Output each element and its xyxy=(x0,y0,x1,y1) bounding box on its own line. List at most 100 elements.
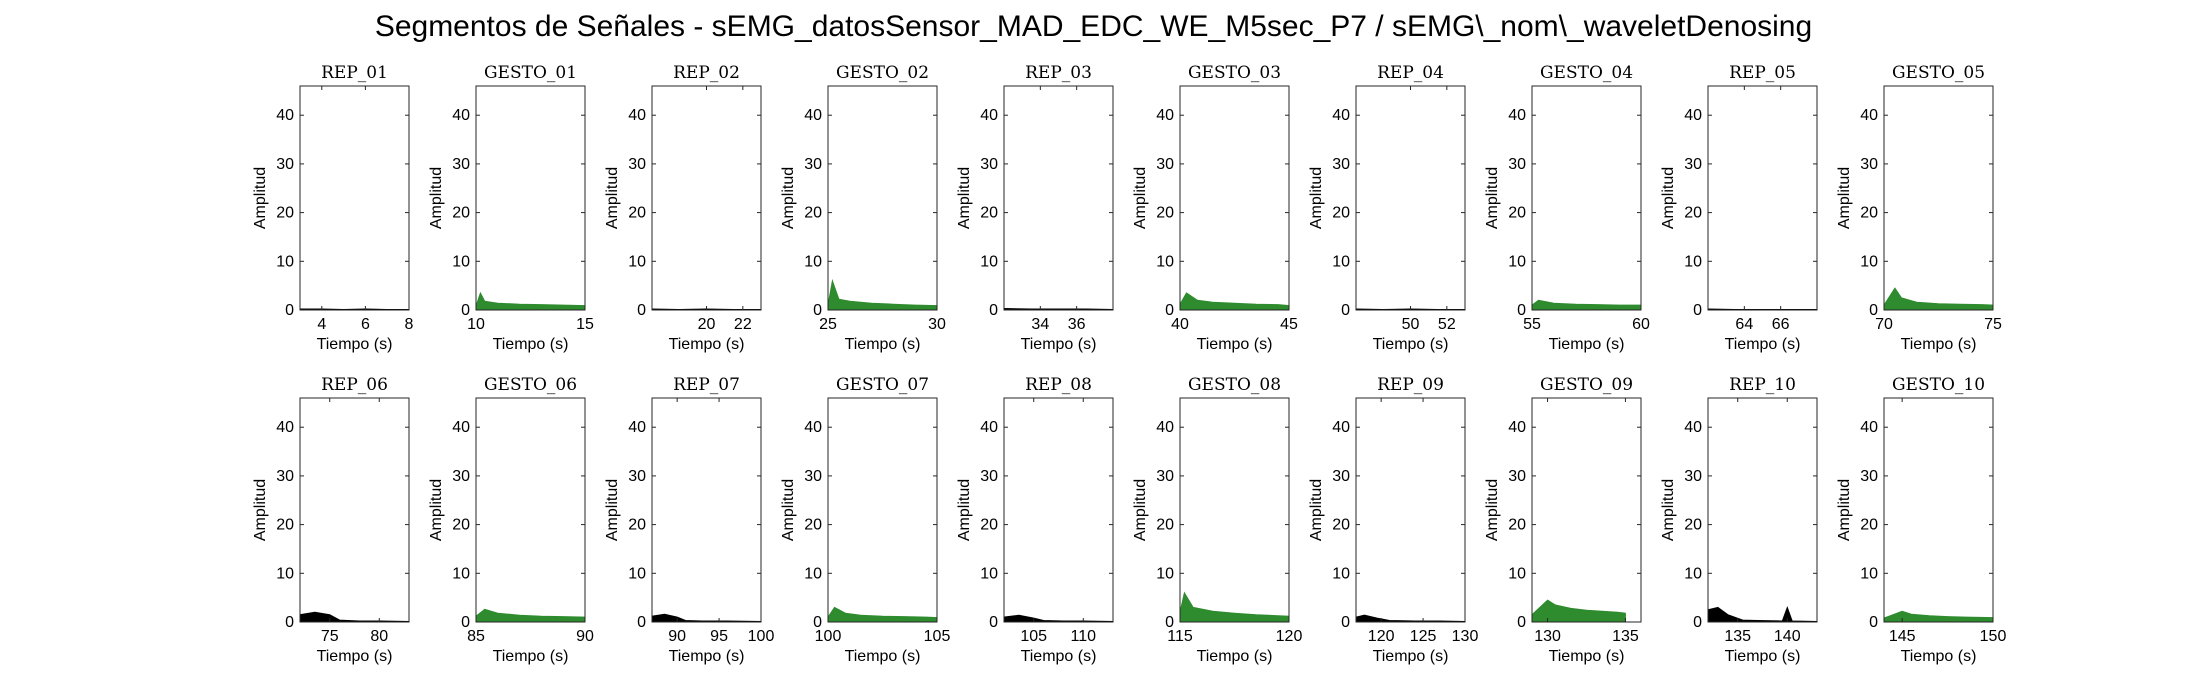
y-tick-label: 30 xyxy=(1156,468,1174,485)
y-axis-label: Amplitud xyxy=(1132,479,1149,541)
subplot-1: 0 10 20 30 40 4 6 8 REP_01 Tiempo (s) Amplitud xyxy=(252,63,414,353)
y-tick-label: 10 xyxy=(1156,565,1174,582)
x-axis-label: Tiempo (s) xyxy=(845,648,921,665)
y-tick-label: 20 xyxy=(1508,205,1526,222)
subplot-title: GESTO_07 xyxy=(836,375,929,395)
x-axis-label: Tiempo (s) xyxy=(1021,336,1097,353)
y-tick-label: 30 xyxy=(1156,156,1174,173)
x-tick-label: 70 xyxy=(1875,316,1893,333)
y-tick-label: 0 xyxy=(1517,614,1526,631)
x-tick-label: 40 xyxy=(1171,316,1189,333)
y-tick-label: 30 xyxy=(1684,468,1702,485)
x-axis-label: Tiempo (s) xyxy=(493,336,569,353)
y-axis-label: Amplitud xyxy=(604,167,621,229)
x-axis-label: Tiempo (s) xyxy=(493,648,569,665)
y-tick-label: 40 xyxy=(1860,107,1878,124)
axes-box xyxy=(1883,397,1994,623)
x-tick-label: 95 xyxy=(710,628,728,645)
signal-series-1 xyxy=(651,613,762,623)
axes-box xyxy=(1179,85,1290,311)
y-tick-label: 30 xyxy=(452,156,470,173)
axes-box xyxy=(1531,85,1642,311)
y-tick-label: 40 xyxy=(1156,107,1174,124)
x-tick-label: 115 xyxy=(1167,628,1193,645)
y-axis-label: Amplitud xyxy=(1484,479,1501,541)
y-tick-label: 20 xyxy=(980,205,998,222)
x-tick-label: 150 xyxy=(1980,628,2007,645)
subplot-title: GESTO_03 xyxy=(1188,63,1281,83)
axes-box xyxy=(299,85,410,311)
y-tick-label: 10 xyxy=(980,565,998,582)
axes-box xyxy=(299,397,410,623)
y-tick-label: 10 xyxy=(1332,565,1350,582)
subplot-title: REP_01 xyxy=(321,63,388,83)
x-axis-label: Tiempo (s) xyxy=(1549,336,1625,353)
y-axis-label: Amplitud xyxy=(604,479,621,541)
axes-box xyxy=(475,85,586,311)
y-tick-label: 10 xyxy=(1860,253,1878,270)
x-axis-label: Tiempo (s) xyxy=(1901,336,1977,353)
x-axis-label: Tiempo (s) xyxy=(845,336,921,353)
x-tick-label: 30 xyxy=(928,316,946,333)
x-tick-label: 34 xyxy=(1031,316,1049,333)
x-tick-label: 45 xyxy=(1280,316,1298,333)
y-axis-label: Amplitud xyxy=(1132,167,1149,229)
subplot-15: 0 10 20 30 40 105 110 REP_08 Tiempo (s) Amplitud xyxy=(956,375,1114,665)
x-axis-label: Tiempo (s) xyxy=(317,336,393,353)
y-tick-label: 10 xyxy=(804,253,822,270)
y-axis-label: Amplitud xyxy=(252,167,269,229)
y-tick-label: 20 xyxy=(1684,205,1702,222)
axes-box xyxy=(1003,397,1114,623)
y-tick-label: 10 xyxy=(980,253,998,270)
y-tick-label: 30 xyxy=(804,156,822,173)
axes-box xyxy=(827,85,938,311)
y-tick-label: 0 xyxy=(1869,302,1878,319)
figure-title: Segmentos de Señales - sEMG_datosSensor_… xyxy=(374,10,1813,43)
subplot-19: 0 10 20 30 40 135 140 REP_10 Tiempo (s) Amplitud xyxy=(1660,375,1818,665)
y-axis-label: Amplitud xyxy=(428,479,445,541)
y-tick-label: 10 xyxy=(1684,253,1702,270)
subplot-title: GESTO_01 xyxy=(484,63,577,83)
signal-series-1 xyxy=(827,278,938,311)
subplot-6: 0 10 20 30 40 40 45 GESTO_03 Tiempo (s) Amplitud xyxy=(1132,63,1298,353)
y-tick-label: 10 xyxy=(1860,565,1878,582)
axes-box xyxy=(1707,397,1818,623)
y-axis-label: Amplitud xyxy=(956,479,973,541)
x-tick-label: 75 xyxy=(321,628,339,645)
subplot-title: GESTO_10 xyxy=(1892,375,1985,395)
y-tick-label: 20 xyxy=(980,517,998,534)
y-tick-label: 20 xyxy=(1332,205,1350,222)
axes-box xyxy=(1179,397,1290,623)
y-tick-label: 40 xyxy=(1684,107,1702,124)
y-tick-label: 30 xyxy=(804,468,822,485)
y-tick-label: 30 xyxy=(1860,468,1878,485)
signal-series-1 xyxy=(1179,292,1290,311)
x-axis-label: Tiempo (s) xyxy=(669,648,745,665)
x-axis-label: Tiempo (s) xyxy=(1373,648,1449,665)
subplot-17: 0 10 20 30 40 120 125 130 REP_09 Tiempo (s) Amplit… xyxy=(1308,375,1478,665)
y-tick-label: 40 xyxy=(1860,419,1878,436)
subplot-title: REP_02 xyxy=(673,63,740,83)
y-axis-label: Amplitud xyxy=(780,479,797,541)
x-tick-label: 85 xyxy=(467,628,485,645)
signal-series-1 xyxy=(1707,605,1818,623)
y-tick-label: 10 xyxy=(452,565,470,582)
signal-series-1 xyxy=(1531,599,1626,623)
y-axis-label: Amplitud xyxy=(1836,167,1853,229)
x-axis-label: Tiempo (s) xyxy=(1373,336,1449,353)
x-tick-label: 4 xyxy=(317,316,326,333)
y-tick-label: 40 xyxy=(1332,419,1350,436)
y-tick-label: 0 xyxy=(1869,614,1878,631)
y-tick-label: 0 xyxy=(637,614,646,631)
x-tick-label: 135 xyxy=(1724,628,1751,645)
y-tick-label: 10 xyxy=(1508,253,1526,270)
axes-box xyxy=(1707,85,1818,311)
subplot-7: 0 10 20 30 40 50 52 REP_04 Tiempo (s) Amplitud xyxy=(1308,63,1466,353)
x-tick-label: 100 xyxy=(815,628,842,645)
y-axis-label: Amplitud xyxy=(428,167,445,229)
y-tick-label: 40 xyxy=(804,419,822,436)
y-tick-label: 10 xyxy=(628,253,646,270)
x-axis-label: Tiempo (s) xyxy=(1725,336,1801,353)
axes-box xyxy=(651,85,762,311)
